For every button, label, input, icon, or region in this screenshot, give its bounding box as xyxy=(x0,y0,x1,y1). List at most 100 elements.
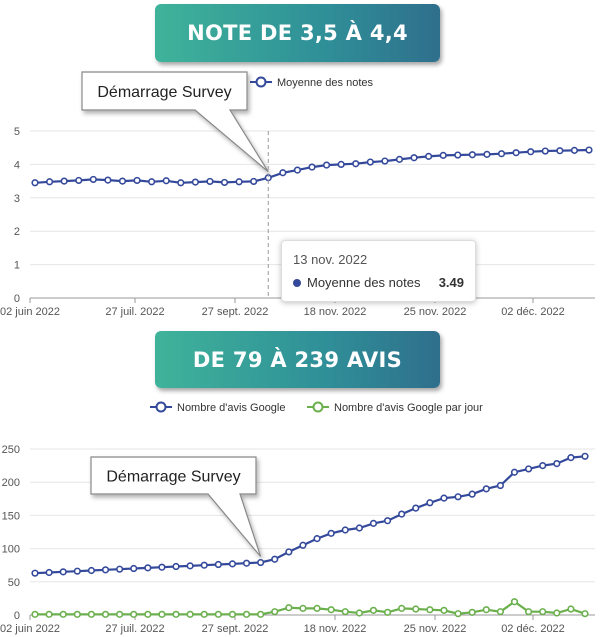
data-point xyxy=(73,610,81,618)
data-point xyxy=(186,562,194,570)
data-point xyxy=(541,147,549,155)
data-point xyxy=(440,494,448,502)
data-point xyxy=(172,610,180,618)
data-point xyxy=(45,178,54,186)
y-tick-label: 200 xyxy=(2,477,20,489)
data-point xyxy=(130,610,138,618)
series-line xyxy=(34,455,586,575)
x-tick-label: 02 juin 2022 xyxy=(0,623,60,635)
data-point xyxy=(553,460,561,468)
data-point xyxy=(257,558,265,567)
data-point xyxy=(101,610,110,618)
y-tick-label: 0 xyxy=(14,610,20,622)
y-tick-label: 2 xyxy=(14,226,20,238)
data-point xyxy=(482,606,490,614)
data-point xyxy=(381,157,389,165)
data-point xyxy=(412,605,420,613)
data-point xyxy=(355,524,363,532)
data-point xyxy=(510,598,519,606)
data-point xyxy=(570,146,579,154)
data-point xyxy=(454,151,462,159)
data-point xyxy=(468,151,476,159)
data-point xyxy=(524,608,533,616)
y-tick-label: 0 xyxy=(14,293,20,305)
data-point xyxy=(228,560,237,568)
x-tick-label: 02 déc. 2022 xyxy=(501,306,565,318)
data-point xyxy=(257,610,265,618)
data-point xyxy=(524,465,533,473)
y-tick-label: 4 xyxy=(14,159,20,171)
data-point xyxy=(468,490,476,498)
data-point xyxy=(250,177,258,186)
data-point xyxy=(293,166,302,174)
data-point xyxy=(101,566,110,574)
data-point xyxy=(510,468,519,476)
data-point xyxy=(158,563,166,571)
data-point xyxy=(148,178,156,186)
data-point xyxy=(567,454,575,462)
data-point xyxy=(133,176,141,185)
data-point xyxy=(454,610,462,618)
data-point xyxy=(440,606,448,614)
y-tick-label: 250 xyxy=(2,444,20,456)
x-tick-label: 18 nov. 2022 xyxy=(304,306,367,318)
data-point xyxy=(228,610,237,618)
x-tick-label: 27 juil. 2022 xyxy=(105,306,164,318)
data-point xyxy=(337,160,345,168)
banner-note: NOTE DE 3,5 À 4,4 xyxy=(155,4,440,62)
data-point xyxy=(383,517,392,525)
data-point xyxy=(73,567,81,575)
data-point xyxy=(271,555,279,563)
x-tick-label: 02 déc. 2022 xyxy=(501,623,565,635)
data-point xyxy=(352,160,360,168)
data-point xyxy=(512,149,520,157)
data-point xyxy=(271,608,279,616)
data-point xyxy=(439,151,447,159)
data-point xyxy=(104,176,112,184)
y-tick-label: 50 xyxy=(8,577,20,589)
data-point xyxy=(539,462,547,470)
data-point xyxy=(242,559,251,567)
data-point xyxy=(200,610,208,618)
data-point xyxy=(158,610,166,618)
annotation-callout xyxy=(90,456,262,557)
x-tick-label: 27 sept. 2022 xyxy=(202,306,269,318)
banner-avis: DE 79 À 239 AVIS xyxy=(155,331,440,388)
annotation-callout xyxy=(81,71,269,173)
x-tick-label: 18 nov. 2022 xyxy=(304,623,367,635)
data-point xyxy=(412,504,420,512)
data-point xyxy=(398,510,406,518)
legend-label: Nombre d'avis Google xyxy=(177,402,286,414)
data-point xyxy=(87,566,96,575)
data-point xyxy=(299,541,307,549)
data-point xyxy=(31,179,39,187)
data-point xyxy=(426,499,434,507)
data-point xyxy=(235,178,243,186)
data-point xyxy=(144,564,152,572)
y-tick-label: 3 xyxy=(14,193,20,205)
data-point xyxy=(279,169,287,177)
data-point xyxy=(426,606,434,614)
data-point xyxy=(89,175,97,184)
data-point xyxy=(581,452,589,460)
data-point xyxy=(581,610,589,618)
data-point xyxy=(59,568,67,576)
data-point xyxy=(191,178,199,186)
x-tick-label: 02 juin 2022 xyxy=(0,306,60,318)
data-point xyxy=(285,604,293,612)
data-point xyxy=(482,485,490,493)
data-point xyxy=(496,608,504,616)
legend-label: Nombre d'avis Google par jour xyxy=(334,402,483,414)
data-point xyxy=(567,605,575,613)
chart-moyenne-notes: 0 1 2 3 4 5 02 juin 2022 27 juil. 2022 27 sept. … xyxy=(0,71,595,318)
annotation-label: Démarrage Survey xyxy=(106,469,240,486)
x-tick-label: 25 nov. 2022 xyxy=(404,306,467,318)
data-point xyxy=(539,608,547,616)
data-point xyxy=(395,155,404,163)
legend-marker xyxy=(312,401,324,413)
x-tick-label: 27 juil. 2022 xyxy=(105,623,164,635)
tooltip: 13 nov. 2022 Moyenne des notes 3.49 xyxy=(281,240,476,302)
data-point xyxy=(425,152,433,160)
tooltip-series-dot xyxy=(293,279,301,287)
